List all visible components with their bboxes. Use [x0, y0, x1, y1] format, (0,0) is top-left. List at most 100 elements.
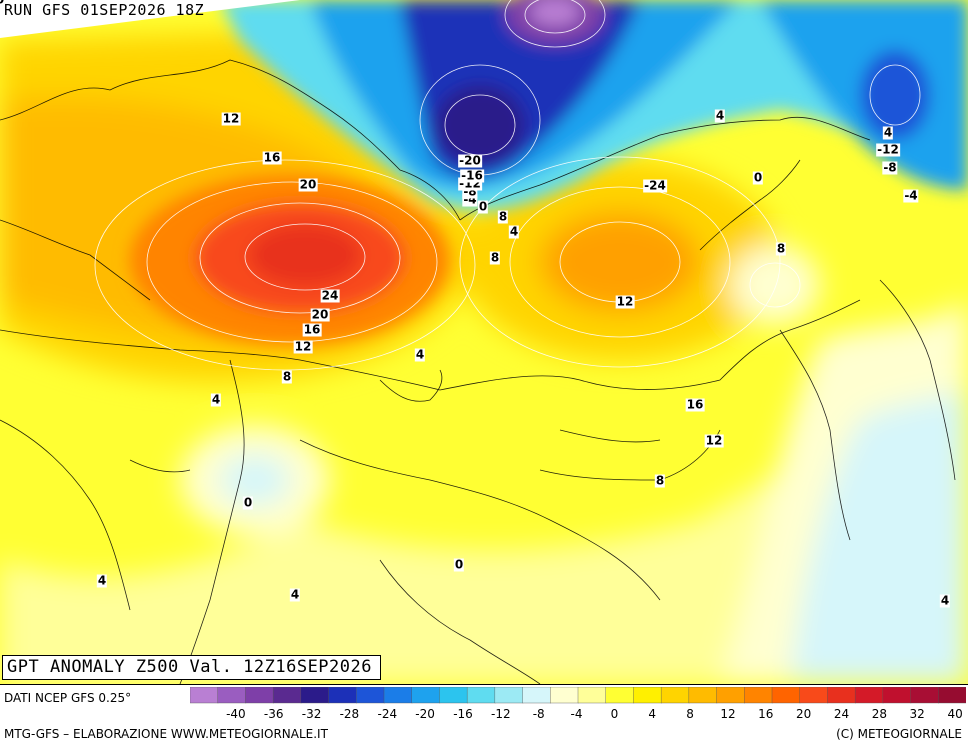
legend-tick-label: 32 [910, 707, 925, 721]
credit-right: (C) METEOGIORNALE [836, 727, 962, 741]
legend-swatch [577, 687, 607, 704]
contour-label: 24 [320, 288, 340, 303]
anomaly-field-aral-core [220, 455, 290, 505]
anomaly-field-okhotsk-pale [730, 245, 820, 325]
contour-label: 4 [96, 573, 108, 588]
legend-swatch [383, 687, 413, 704]
legend-tick-label: -4 [571, 707, 583, 721]
anomaly-field-yakutia-core [540, 212, 700, 312]
contour-label: 8 [775, 241, 787, 256]
legend-swatch [466, 687, 496, 704]
color-legend: -40 -36 -32 -28 -24 -20 -16 -12 -8 -4 0 4 8 12 16 20 24 2… [190, 687, 966, 721]
contour-label: 8 [489, 250, 501, 265]
legend-tick-label: 24 [834, 707, 849, 721]
contour-label: 12 [293, 339, 313, 354]
legend-swatch [494, 687, 524, 704]
legend-swatch [716, 687, 745, 704]
legend-swatch [688, 687, 718, 704]
legend-tick-label: -16 [453, 707, 473, 721]
legend-swatch [854, 687, 884, 704]
plot-corner-wedge [0, 0, 300, 38]
legend-tick-label: 12 [720, 707, 735, 721]
footer: DATI NCEP GFS 0.25° -40 -36 -32 -28 -24 -20 -1… [0, 684, 968, 746]
contour-label: 12 [704, 433, 724, 448]
legend-tick-label: -24 [377, 707, 397, 721]
legend-swatch [411, 687, 441, 704]
legend-swatch [660, 687, 690, 704]
contour-label: -20 [458, 153, 482, 168]
legend-tick-label: -8 [533, 707, 545, 721]
credit-left: MTG-GFS – ELABORAZIONE WWW.METEOGIORNALE… [4, 727, 328, 741]
legend-swatch [910, 687, 939, 704]
legend-tick-label: -40 [226, 707, 246, 721]
contour-label: 16 [302, 322, 322, 337]
contour-label: 4 [714, 108, 726, 123]
anomaly-map [0, 0, 968, 684]
legend-swatch [439, 687, 468, 704]
contour-label: 16 [262, 150, 282, 165]
legend-tick-label: -32 [302, 707, 322, 721]
legend-tick-label: 0 [611, 707, 619, 721]
map-frame: RUN GFS 01SEP2026 18Z 12 16 20 24 20 16 12 8 4 4 8… [0, 0, 968, 684]
contour-label: 12 [615, 294, 635, 309]
contour-label: 8 [654, 473, 666, 488]
contour-label: -8 [882, 160, 898, 175]
contour-label: 0 [242, 495, 254, 510]
legend-swatch [633, 687, 662, 704]
legend-swatch [300, 687, 330, 704]
anomaly-field-light-south [0, 380, 968, 684]
legend-swatch [799, 687, 829, 704]
legend-tick-label: 8 [686, 707, 694, 721]
legend-tick-label: 16 [758, 707, 773, 721]
contour-label: 4 [939, 593, 951, 608]
legend-tick-label: 28 [872, 707, 887, 721]
contour-label: 4 [414, 347, 426, 362]
legend-swatch [190, 687, 219, 704]
contour-label: 0 [453, 557, 465, 572]
legend-tick-label: 20 [796, 707, 811, 721]
legend-swatch [356, 687, 385, 704]
legend-tick-label: -20 [415, 707, 435, 721]
legend-swatch [550, 687, 579, 704]
anomaly-field-siberia-high-core [250, 225, 360, 285]
run-label: RUN GFS 01SEP2026 18Z [4, 1, 205, 19]
legend-swatch [744, 687, 773, 704]
contour-label: 12 [221, 111, 241, 126]
contour-label: 4 [289, 587, 301, 602]
contour-label: 8 [281, 369, 293, 384]
anomaly-field-barents-core [530, 0, 580, 26]
contour-label: -12 [876, 142, 900, 157]
legend-tick-label: -36 [264, 707, 284, 721]
legend-swatch [938, 687, 966, 704]
legend-swatch [328, 687, 357, 704]
legend-swatch [522, 687, 551, 704]
contour-label: 20 [310, 307, 330, 322]
contour-label: 16 [685, 397, 705, 412]
legend-swatch [882, 687, 912, 704]
contour-label: 8 [497, 209, 509, 224]
legend-swatch [272, 687, 302, 704]
legend-tick-label: 40 [947, 707, 962, 721]
data-source: DATI NCEP GFS 0.25° [4, 691, 132, 705]
anomaly-field-near-zero-east [790, 390, 968, 684]
contour-label: -24 [643, 178, 667, 193]
contour-label: 0 [0, 0, 6, 7]
map-title: GPT ANOMALY Z500 Val. 12Z16SEP2026 [2, 655, 381, 680]
contour-label: 4 [882, 125, 894, 140]
legend-tick-label: -12 [491, 707, 511, 721]
legend-swatch [245, 687, 274, 704]
contour-label: 4 [210, 392, 222, 407]
contour-label: -16 [460, 168, 484, 183]
legend-swatch [771, 687, 801, 704]
contour-label: 4 [508, 224, 520, 239]
contour-label: 20 [298, 177, 318, 192]
legend-swatch [605, 687, 635, 704]
anomaly-field-bering-core [860, 50, 930, 140]
contour-label: 0 [752, 170, 764, 185]
anomaly-field-kara-low [435, 85, 525, 165]
legend-swatch [217, 687, 247, 704]
contour-label: -4 [903, 188, 919, 203]
legend-tick-label: 4 [648, 707, 656, 721]
legend-tick-label: -28 [340, 707, 360, 721]
contour-label: 0 [477, 199, 489, 214]
